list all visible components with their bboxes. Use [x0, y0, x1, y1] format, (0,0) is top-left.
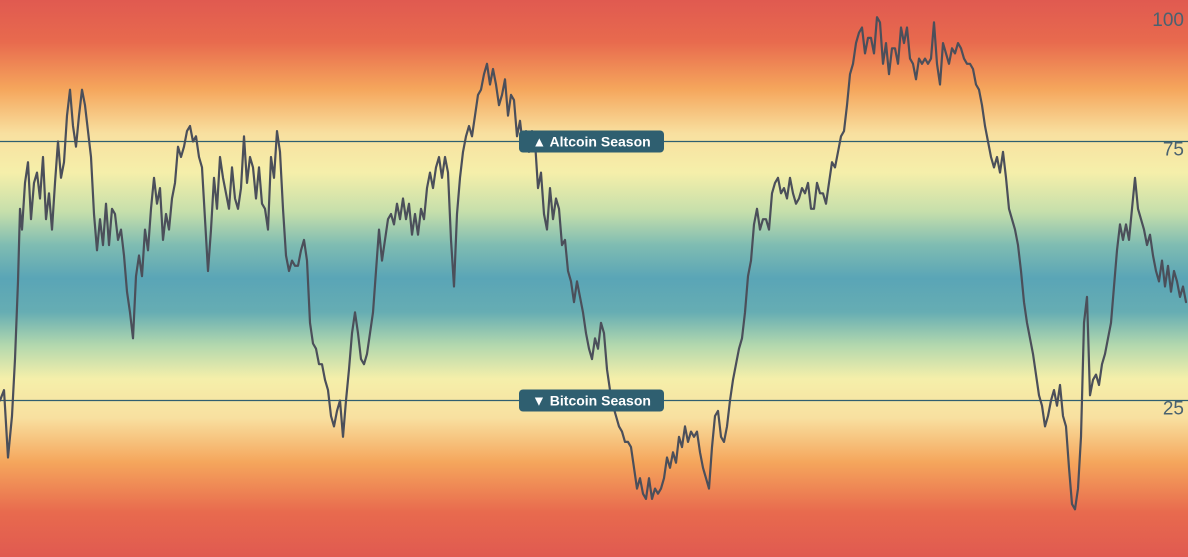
y-tick-label: 100 [1152, 10, 1184, 31]
threshold-badges: ▲ Altcoin Season ▼ Bitcoin Season [519, 130, 664, 412]
y-tick-label: 25 [1163, 399, 1184, 420]
series-line-0 [0, 16, 1188, 511]
badge-box [519, 130, 664, 153]
badge-label: ▲ Altcoin Season [532, 134, 650, 150]
threshold-badge-75: ▲ Altcoin Season [519, 130, 664, 153]
series-layer [0, 16, 1188, 511]
badge-box [519, 389, 664, 412]
threshold-badge-25: ▼ Bitcoin Season [519, 389, 664, 412]
y-tick-label: 75 [1163, 140, 1184, 161]
badge-label: ▼ Bitcoin Season [532, 393, 651, 409]
y-axis-ticks: 100 75 25 [1152, 10, 1184, 420]
